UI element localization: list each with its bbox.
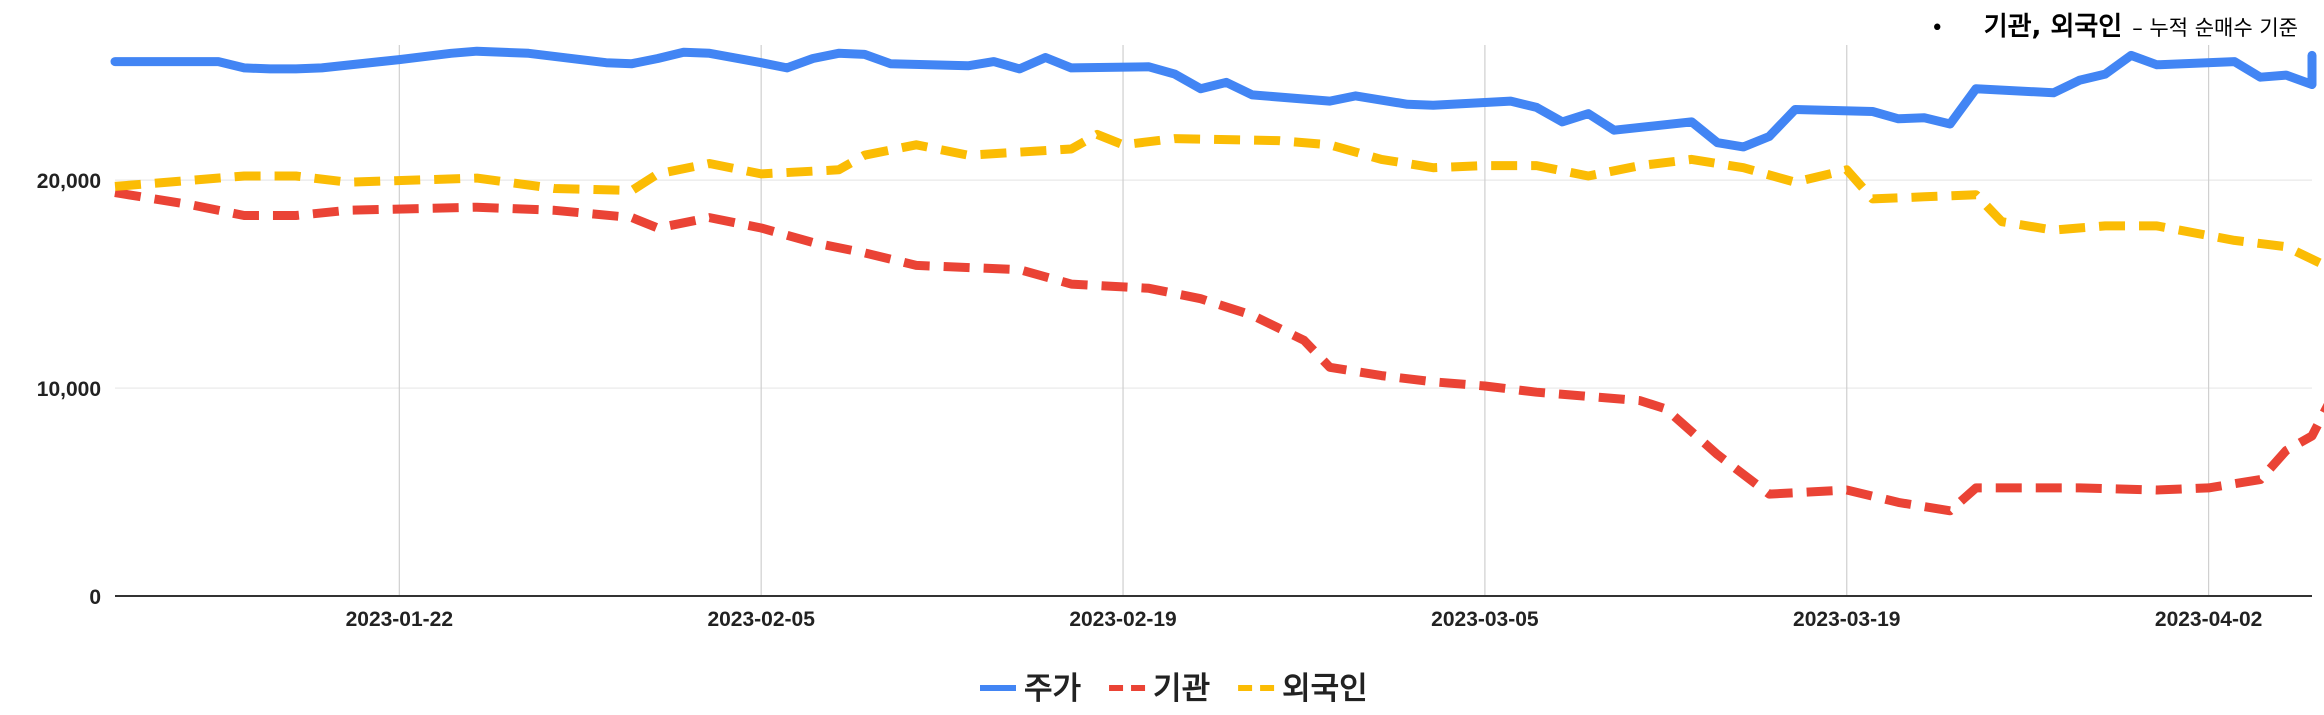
series-line-기관 bbox=[114, 188, 2324, 516]
y-tick-label: 20,000 bbox=[37, 170, 101, 193]
legend-label: 기관 bbox=[1153, 671, 1210, 707]
note-bullet: • bbox=[1930, 16, 1944, 41]
x-axis-ticks: 2023-01-22 2023-02-05 2023-02-19 2023-03-05… bbox=[346, 608, 2263, 631]
x-tick-label: 2023-04-02 bbox=[2155, 608, 2262, 631]
series-lines bbox=[110, 46, 2324, 516]
y-tick-label: 10,000 bbox=[37, 378, 101, 401]
x-tick-label: 2023-03-19 bbox=[1793, 608, 1900, 631]
legend-label: 외국인 bbox=[1282, 671, 1368, 707]
x-tick-label: 2023-02-05 bbox=[707, 608, 815, 631]
x-tick-label: 2023-01-22 bbox=[346, 608, 453, 631]
x-tick-label: 2023-02-19 bbox=[1069, 608, 1176, 631]
note-title: 기관, 외국인 bbox=[1983, 12, 2123, 42]
note-subtitle: – 누적 순매수 기준 bbox=[2132, 16, 2298, 40]
y-tick-label: 0 bbox=[89, 586, 101, 609]
y-axis-ticks: 0 10,000 20,000 bbox=[37, 170, 101, 609]
series-line-외국인 bbox=[114, 129, 2324, 270]
gridlines bbox=[115, 45, 2312, 596]
x-tick-label: 2023-03-05 bbox=[1431, 608, 1539, 631]
legend-label: 주가 bbox=[1024, 671, 1082, 707]
annotation-note: • 기관, 외국인 – 누적 순매수 기준 bbox=[1931, 6, 2298, 43]
legend: 주가 기관 외국인 bbox=[980, 671, 1368, 707]
series-line-주가 bbox=[110, 46, 2317, 152]
